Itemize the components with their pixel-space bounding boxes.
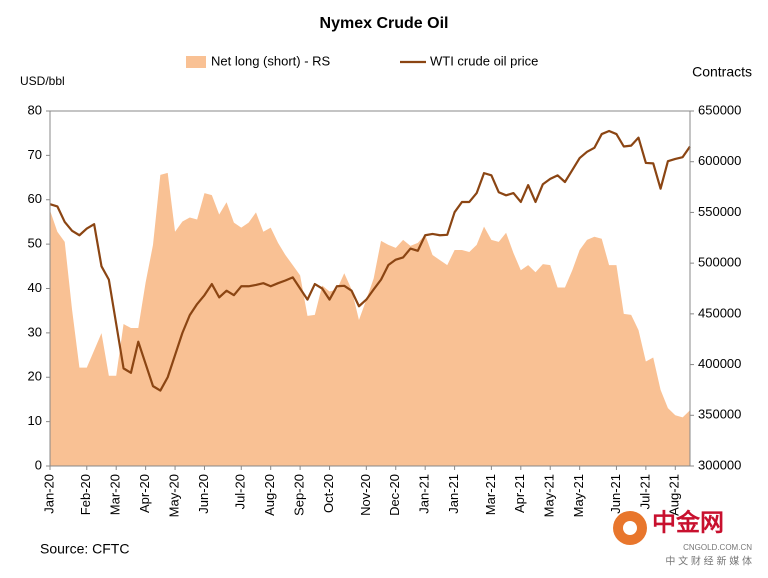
y-axis-label: USD/bbl <box>20 74 65 88</box>
y2-tick-label: 350000 <box>698 407 741 422</box>
x-tick-label: Oct-20 <box>321 474 336 513</box>
x-tick-label: Jun-20 <box>196 474 211 514</box>
x-tick-label: May-21 <box>542 474 557 517</box>
legend-item: Net long (short) - RS <box>186 53 331 68</box>
x-tick-label: Mar-20 <box>108 474 123 515</box>
x-tick-label: Mar-21 <box>483 474 498 515</box>
watermark-tagline: 中 文 财 经 新 媒 体 <box>665 555 752 568</box>
watermark-logo: 中金网 <box>652 508 724 536</box>
x-tick-label: Sep-20 <box>292 474 307 516</box>
legend-swatch <box>186 56 206 68</box>
x-tick-label: Jul-20 <box>233 474 248 509</box>
x-tick-label: Apr-20 <box>137 474 152 513</box>
logo-inner <box>623 521 637 535</box>
y2-tick-label: 650000 <box>698 102 741 117</box>
x-tick-label: May-20 <box>166 474 181 517</box>
legend-label: Net long (short) - RS <box>211 53 331 68</box>
x-tick-label: Aug-21 <box>667 474 682 516</box>
chart-title: Nymex Crude Oil <box>320 15 449 32</box>
legend-label: WTI crude oil price <box>430 53 538 68</box>
x-tick-label: Dec-20 <box>387 474 402 516</box>
wti-line <box>49 129 691 392</box>
x-tick-label: Apr-21 <box>512 474 527 513</box>
y-tick-label: 30 <box>28 324 42 339</box>
y-tick-label: 20 <box>28 369 42 384</box>
source: Source: CFTC <box>40 541 129 557</box>
y-tick-label: 10 <box>28 413 42 428</box>
y2-axis-label: Contracts <box>692 64 752 80</box>
y2-tick-label: 400000 <box>698 356 741 371</box>
legend-item: WTI crude oil price <box>400 53 538 68</box>
x-tick-label: Jul-21 <box>637 474 652 509</box>
x-tick-label: Jan-21 <box>417 474 432 514</box>
legend: Net long (short) - RS WTI crude oil price <box>186 53 538 68</box>
x-tick-label: Nov-20 <box>358 474 373 516</box>
x-tick-label: Feb-20 <box>78 474 93 515</box>
y2-tick-label: 300000 <box>698 457 741 472</box>
x-tick-label: Jan-20 <box>41 474 56 514</box>
y-tick-label: 60 <box>28 191 42 206</box>
watermark-url: CNGOLD.COM.CN <box>683 543 752 552</box>
y-tick-label: 0 <box>35 457 42 472</box>
y2-tick-label: 500000 <box>698 255 741 270</box>
x-tick-label: Jan-21 <box>446 474 461 514</box>
x-tick-label: Aug-20 <box>262 474 277 516</box>
y-tick-label: 50 <box>28 236 42 251</box>
x-tick-label: May-21 <box>571 474 586 517</box>
watermark: 中金网 CNGOLD.COM.CN 中 文 财 经 新 媒 体 <box>613 508 752 568</box>
y-tick-label: 80 <box>28 102 42 117</box>
y2-tick-label: 450000 <box>698 305 741 320</box>
x-tick-label: Jun-21 <box>608 474 623 514</box>
y-tick-label: 70 <box>28 147 42 162</box>
y-tick-label: 40 <box>28 280 42 295</box>
net-long-area <box>50 172 690 466</box>
y2-tick-label: 600000 <box>698 153 741 168</box>
y2-tick-label: 550000 <box>698 204 741 219</box>
